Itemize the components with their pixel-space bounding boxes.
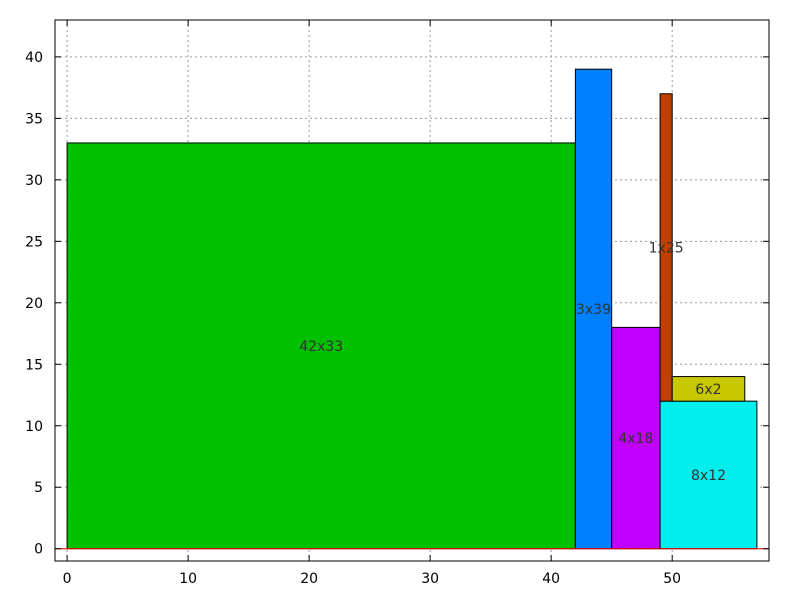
plot-frame [54, 19, 770, 562]
rect-label-4x18: 4x18 [618, 431, 653, 447]
rectangle-labels-layer: 42x33 3x39 4x18 8x12 1x25 6x2 [299, 240, 726, 483]
x-tick-label: 0 [63, 571, 72, 587]
x-tick-label: 50 [663, 571, 681, 587]
y-tick-label: 5 [34, 480, 43, 496]
x-tick-label: 30 [421, 571, 439, 587]
axes-layer: 0 10 20 30 40 50 0 5 10 15 20 25 30 35 40 [25, 19, 770, 587]
rect-3x39 [574, 68, 613, 550]
rect-42x33 [66, 142, 576, 550]
y-tick-label: 40 [25, 50, 43, 66]
y-tick-label: 15 [25, 357, 43, 373]
rect-label-1x25: 1x25 [649, 240, 684, 256]
rect-label-6x2: 6x2 [695, 382, 721, 398]
x-tick-label: 40 [542, 571, 560, 587]
rect-6x2 [671, 376, 746, 402]
y-tick-label: 25 [25, 234, 43, 250]
y-tick-label: 0 [34, 542, 43, 558]
y-tick-label: 20 [25, 296, 43, 312]
rect-label-8x12: 8x12 [691, 468, 726, 484]
y-tick-label: 30 [25, 173, 43, 189]
x-tick-label: 20 [300, 571, 318, 587]
y-tick-label: 35 [25, 111, 43, 127]
y-tick-label: 10 [25, 419, 43, 435]
rect-4x18 [611, 326, 661, 550]
rect-label-42x33: 42x33 [299, 339, 343, 355]
rectangles-layer [66, 68, 758, 550]
rect-1x25 [659, 93, 673, 402]
rect-label-3x39: 3x39 [576, 302, 611, 318]
x-tick-label: 10 [179, 571, 197, 587]
